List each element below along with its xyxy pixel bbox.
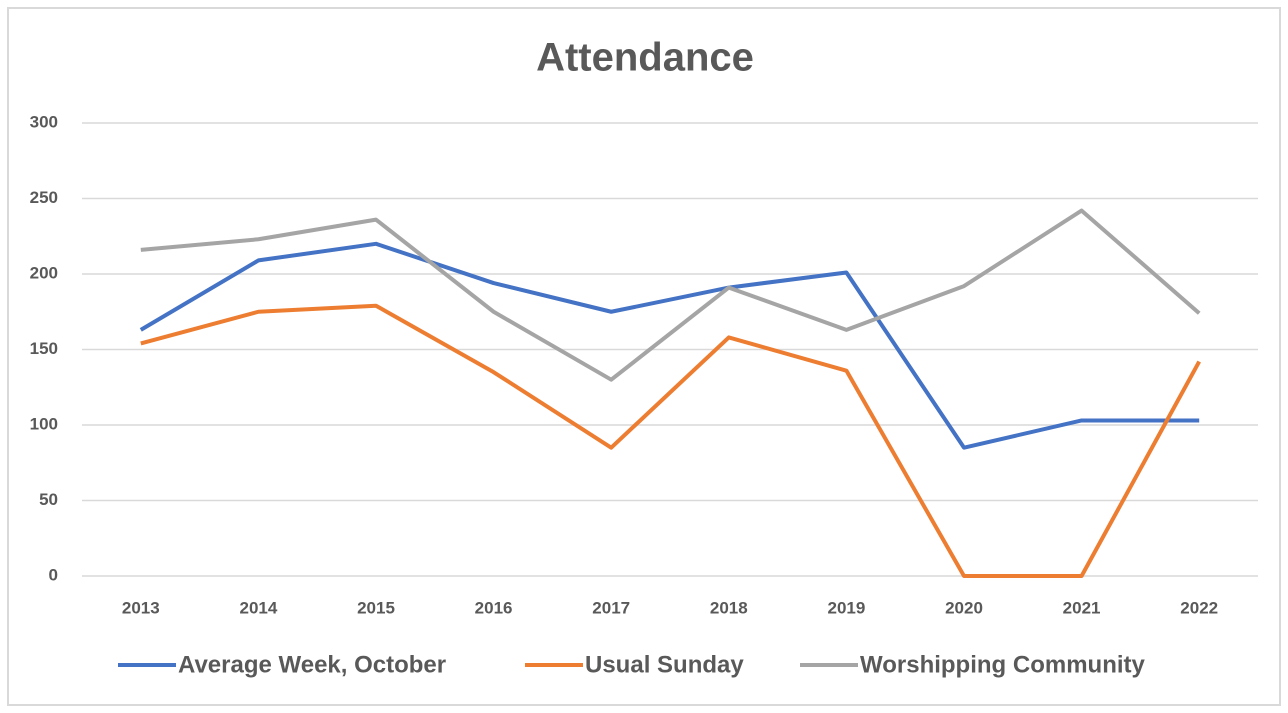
legend-label: Usual Sunday: [585, 651, 744, 678]
x-tick-label: 2022: [1180, 598, 1218, 617]
legend-label: Worshipping Community: [860, 651, 1146, 678]
x-tick-label: 2017: [592, 598, 630, 617]
x-tick-label: 2014: [239, 598, 277, 617]
series-line: [139, 241, 1200, 450]
y-tick-label: 0: [49, 565, 58, 584]
y-tick-label: 300: [30, 112, 58, 131]
y-tick-label: 200: [30, 263, 58, 282]
y-tick-label: 50: [39, 490, 58, 509]
x-tick-label: 2021: [1063, 598, 1101, 617]
x-tick-label: 2019: [827, 598, 865, 617]
series-line: [140, 303, 1201, 578]
chart-title: Attendance: [536, 36, 754, 80]
legend-label: Average Week, October: [178, 651, 446, 678]
x-tick-label: 2015: [357, 598, 395, 617]
series-line: [140, 208, 1201, 382]
y-tick-label: 100: [30, 414, 58, 433]
y-tick-label: 150: [30, 339, 58, 358]
y-tick-label: 250: [30, 188, 58, 207]
x-tick-label: 2013: [122, 598, 160, 617]
x-tick-label: 2016: [475, 598, 513, 617]
x-tick-label: 2020: [945, 598, 983, 617]
x-tick-label: 2018: [710, 598, 748, 617]
